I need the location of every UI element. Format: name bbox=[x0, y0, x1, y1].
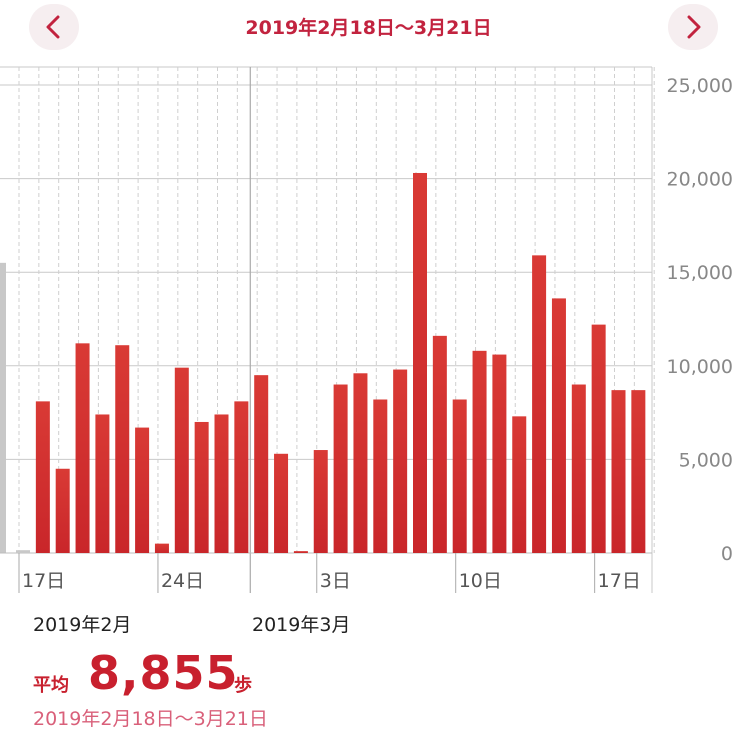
y-tick-label: 20,000 bbox=[667, 169, 733, 191]
bar bbox=[591, 324, 606, 553]
y-tick-label: 10,000 bbox=[667, 356, 733, 378]
bar bbox=[413, 172, 427, 553]
bar bbox=[35, 401, 50, 553]
bar bbox=[274, 453, 289, 553]
next-button[interactable] bbox=[668, 4, 718, 50]
bar bbox=[174, 367, 189, 553]
bar bbox=[452, 399, 467, 553]
bar bbox=[75, 343, 90, 553]
bar bbox=[373, 399, 388, 553]
bar bbox=[571, 384, 586, 553]
bar bbox=[512, 416, 527, 553]
bar bbox=[115, 345, 130, 553]
bar bbox=[432, 335, 447, 553]
bar bbox=[631, 390, 646, 553]
bar bbox=[611, 390, 626, 553]
average-label: 平均 bbox=[33, 675, 69, 696]
bar bbox=[254, 375, 269, 553]
chevron-right-icon bbox=[687, 15, 701, 39]
bar bbox=[135, 427, 150, 553]
bar bbox=[234, 401, 249, 553]
y-tick-label: 0 bbox=[721, 543, 733, 565]
y-tick-label: 25,000 bbox=[667, 75, 733, 97]
steps-bar-chart[interactable]: 0 5,000 10,000 15,000 20,000 25,000 17日 24日 3日 10… bbox=[0, 60, 737, 600]
summary-date-range: 2019年2月18日〜3月21日 bbox=[33, 708, 268, 730]
bar bbox=[293, 551, 308, 553]
bar bbox=[194, 421, 209, 553]
bar bbox=[16, 550, 30, 553]
previous-range-bar bbox=[0, 262, 6, 553]
date-range-title: 2019年2月18日〜3月21日 bbox=[245, 17, 492, 39]
bar bbox=[551, 298, 566, 553]
month-label-feb: 2019年2月 bbox=[33, 614, 132, 636]
x-tick-label: 3日 bbox=[320, 570, 351, 592]
bar bbox=[55, 468, 70, 553]
x-tick-label: 17日 bbox=[598, 570, 641, 592]
x-tick-label: 17日 bbox=[22, 570, 65, 592]
bar bbox=[333, 384, 348, 553]
average-value: 8,855 bbox=[88, 646, 239, 700]
y-tick-label: 15,000 bbox=[667, 262, 733, 284]
bar bbox=[492, 354, 507, 553]
bar bbox=[154, 543, 169, 553]
bar bbox=[95, 414, 110, 553]
x-tick-label: 10日 bbox=[459, 570, 502, 592]
chevron-left-icon bbox=[46, 15, 60, 39]
bar bbox=[214, 414, 229, 553]
bar bbox=[353, 373, 368, 553]
previous-button[interactable] bbox=[29, 4, 79, 50]
bar bbox=[532, 255, 547, 554]
month-label-mar: 2019年3月 bbox=[252, 614, 351, 636]
bar bbox=[313, 450, 328, 553]
x-tick-label: 24日 bbox=[161, 570, 204, 592]
bar bbox=[472, 350, 487, 553]
bar bbox=[393, 369, 408, 553]
y-tick-label: 5,000 bbox=[679, 449, 733, 471]
average-unit: 歩 bbox=[234, 675, 252, 696]
